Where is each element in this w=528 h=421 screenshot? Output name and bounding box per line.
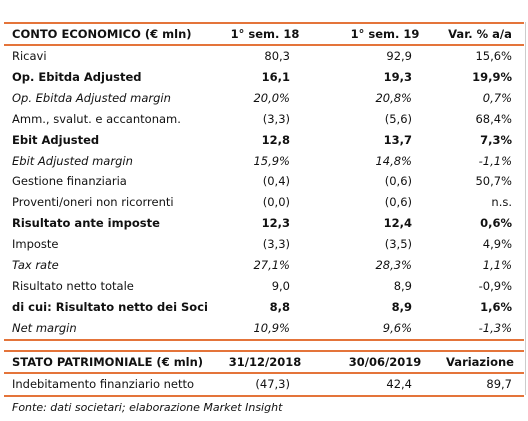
row-value: n.s. <box>491 195 512 210</box>
header-cell: 1° sem. 18 <box>230 27 300 41</box>
row-value: 4,9% <box>482 237 512 252</box>
row-value: 14,8% <box>375 153 412 168</box>
row-value: 13,7 <box>383 132 412 147</box>
divider <box>4 395 524 397</box>
divider <box>4 350 524 352</box>
divider <box>4 44 524 46</box>
row-label: Imposte <box>12 237 59 252</box>
header-cell: Var. % a/a <box>448 27 512 41</box>
row-value: 92,9 <box>386 49 412 63</box>
row-value: (0,4) <box>262 174 290 189</box>
row-label: Amm., svalut. e accantonam. <box>12 111 181 126</box>
row-value: 12,8 <box>261 132 290 147</box>
row-label: Risultato netto totale <box>12 278 134 293</box>
row-value: 12,4 <box>383 216 412 231</box>
row-value: 19,9% <box>472 69 512 84</box>
row-value: 50,7% <box>475 174 512 189</box>
row-label: Ricavi <box>12 49 47 63</box>
source-note: Fonte: dati societari; elaborazione Mark… <box>12 401 283 414</box>
row-value: 1,1% <box>482 258 512 272</box>
divider <box>4 372 524 374</box>
row-value: 0,7% <box>482 90 512 105</box>
header-cell: 30/06/2019 <box>348 355 422 369</box>
row-value: 15,6% <box>475 49 512 63</box>
header-cell: 31/12/2018 <box>228 355 302 369</box>
header-cell: 1° sem. 19 <box>350 27 420 41</box>
row-value: 80,3 <box>264 49 290 63</box>
row-value: (0,6) <box>384 195 412 210</box>
row-value: -1,3% <box>478 320 512 335</box>
row-label: di cui: Risultato netto dei Soci <box>12 299 208 314</box>
row-value: (3,3) <box>262 237 290 252</box>
row-value: 1,6% <box>480 299 512 314</box>
divider <box>4 22 524 24</box>
row-label: Op. Ebitda Adjusted <box>12 69 142 84</box>
row-value: 28,3% <box>375 258 412 272</box>
row-value: 16,1 <box>261 69 290 84</box>
row-value: 20,8% <box>375 90 412 105</box>
row-value: (47,3) <box>255 377 290 391</box>
row-value: (3,5) <box>384 237 412 252</box>
row-value: 42,4 <box>386 377 412 391</box>
row-value: 10,9% <box>253 320 290 335</box>
row-value: 89,7 <box>486 377 512 391</box>
row-value: 8,8 <box>269 299 290 314</box>
row-value: 9,0 <box>271 278 290 293</box>
row-value: -1,1% <box>478 153 512 168</box>
header-cell: Variazione <box>446 355 514 369</box>
row-value: 9,6% <box>382 320 412 335</box>
row-value: 15,9% <box>253 153 290 168</box>
row-value: 19,3 <box>383 69 412 84</box>
row-value: (0,0) <box>262 195 290 210</box>
row-value: 8,9 <box>391 299 412 314</box>
row-value: (5,6) <box>384 111 412 126</box>
row-value: 8,9 <box>393 278 412 293</box>
header-cell: CONTO ECONOMICO (€ mln) <box>12 27 192 41</box>
border <box>525 22 526 395</box>
divider <box>4 338 524 341</box>
row-value: (3,3) <box>262 111 290 126</box>
row-label: Op. Ebitda Adjusted margin <box>12 90 171 105</box>
row-label: Tax rate <box>12 258 59 272</box>
row-label: Gestione finanziaria <box>12 174 127 189</box>
row-label: Ebit Adjusted <box>12 132 100 147</box>
row-label: Proventi/oneri non ricorrenti <box>12 195 174 210</box>
row-label: Net margin <box>12 320 77 335</box>
row-label: Ebit Adjusted margin <box>12 153 133 168</box>
row-value: 27,1% <box>253 258 290 272</box>
row-label: Indebitamento finanziario netto <box>12 377 195 391</box>
row-value: (0,6) <box>384 174 412 189</box>
row-value: 7,3% <box>480 132 512 147</box>
row-value: -0,9% <box>478 278 512 293</box>
row-value: 20,0% <box>253 90 290 105</box>
row-label: Risultato ante imposte <box>12 216 160 231</box>
row-value: 12,3 <box>261 216 290 231</box>
header-cell: STATO PATRIMONIALE (€ mln) <box>12 355 204 369</box>
row-value: 68,4% <box>475 111 512 126</box>
row-value: 0,6% <box>480 216 512 231</box>
